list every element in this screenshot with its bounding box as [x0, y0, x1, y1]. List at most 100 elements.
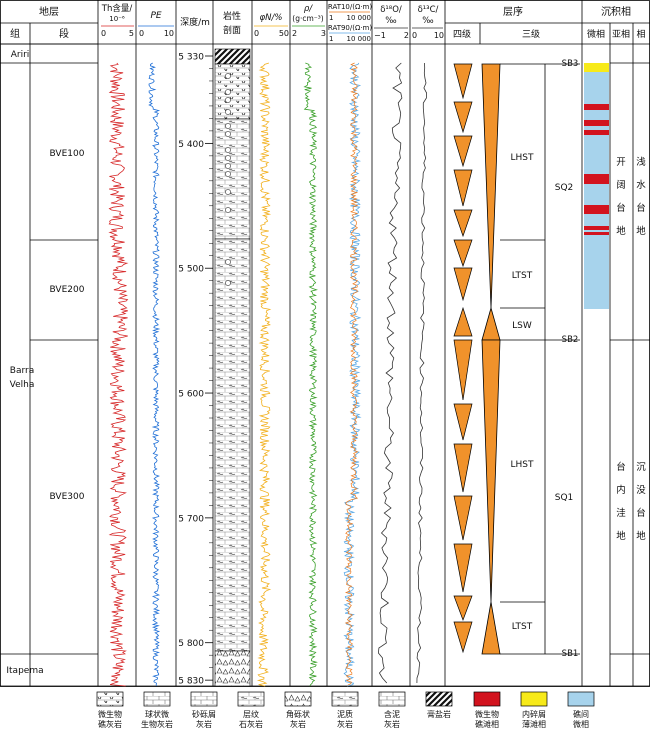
fourth-order-triangle — [453, 63, 473, 100]
rt90-max: 10 000 — [347, 35, 372, 43]
fourth-order-triangle — [453, 403, 473, 441]
legend-label: 微生物 — [98, 709, 122, 719]
formation-bve100: BVE100 — [50, 149, 85, 159]
phi-min: 0 — [254, 29, 259, 38]
legend-label: 含泥 — [384, 709, 400, 719]
rho-title-1: ρ/ — [304, 4, 313, 14]
th-max: 5 — [129, 29, 134, 38]
c13-max: 10 — [434, 31, 444, 40]
legend-label: 灰岩 — [337, 719, 353, 729]
o18-title-1: δ¹⁸O/ — [380, 5, 402, 15]
rt90-min: 1 — [329, 35, 333, 43]
c13-title-2: ‰ — [422, 16, 433, 26]
facies-char: 台 — [636, 202, 646, 214]
fourth-order-triangle — [453, 135, 473, 168]
rho-max: 3 — [321, 29, 326, 38]
pe-curve — [148, 62, 161, 687]
subfacies-char: 开 — [616, 157, 626, 168]
legend-swatch-spherulitic-limestone — [143, 691, 171, 707]
rho-title-2: (g·cm⁻³) — [292, 14, 323, 23]
group-itapema: Itapema — [6, 666, 43, 676]
group-column — [0, 62, 98, 655]
facies-char: 地 — [636, 530, 646, 542]
fourth-order-triangle — [453, 209, 473, 238]
th-title: Th含量/ — [101, 3, 133, 14]
legend-label: 膏盐岩 — [427, 709, 451, 719]
systems-tract-hst-lower: LHST — [511, 460, 534, 470]
o18-max: 2 — [404, 31, 409, 40]
fourth-order-triangle — [453, 267, 473, 302]
legend-label: 灰岩 — [384, 719, 400, 729]
spherulite-symbol — [225, 147, 231, 153]
spherulite-symbol — [225, 123, 231, 129]
c13-min: 0 — [412, 31, 417, 40]
depth-tick-label: 5 330 — [178, 53, 204, 63]
th-unit: 10⁻⁶ — [109, 15, 125, 23]
boundary-sb1: SB1 — [562, 649, 579, 659]
legend-label: 砂砾屑 — [192, 709, 216, 719]
legend-swatch-argillaceous-limestone — [331, 691, 359, 707]
density-curve — [303, 62, 318, 687]
legend: 微生物礁灰岩球状微生物灰岩砂砾屑灰岩层纹石灰岩角砾状灰岩泥质灰岩含泥灰岩膏盐岩微… — [96, 691, 595, 729]
header-formation: 段 — [59, 27, 69, 40]
phi-title: φN/% — [260, 13, 283, 23]
fourth-order-triangle — [453, 621, 473, 654]
third-order-sequences — [481, 63, 580, 655]
fourth-order-triangle — [453, 306, 473, 337]
pe-min: 0 — [139, 29, 144, 38]
systems-tract-hst-upper: LHST — [511, 153, 534, 163]
legend-swatch-microbial-limestone — [96, 691, 124, 707]
porosity-curve — [256, 62, 272, 687]
log-curves — [108, 62, 428, 687]
rt10-max: 10 000 — [347, 14, 372, 22]
boundary-sb3: SB3 — [562, 59, 579, 69]
spherulite-symbol — [225, 89, 231, 95]
subfacies-char: 洼 — [616, 507, 626, 519]
header-facies: 沉积相 — [601, 5, 631, 18]
facies-char: 水 — [636, 179, 646, 191]
fourth-order-triangle — [453, 101, 473, 134]
legend-label: 层纹 — [243, 709, 259, 719]
legend-label: 泥质 — [337, 709, 353, 719]
legend-label: 生物灰岩 — [141, 719, 173, 729]
header-sequence: 层序 — [503, 5, 523, 18]
group-ariri: Ariri — [11, 50, 30, 60]
legend-label: 礁滩相 — [475, 719, 499, 729]
spherulite-symbol — [225, 259, 231, 265]
legend-label: 内碎屑 — [522, 709, 546, 719]
legend-swatch-clastic-facies — [520, 691, 548, 707]
fourth-order-triangle — [453, 595, 473, 621]
legend-label: 微相 — [573, 719, 589, 729]
header-strata: 地层 — [39, 5, 59, 18]
legend-label: 礁间 — [573, 709, 589, 719]
subfacies-char: 地 — [616, 225, 626, 237]
table-frame — [0, 0, 650, 687]
o18-min: −1 — [374, 31, 386, 40]
header-fourth-order: 四级 — [453, 28, 471, 40]
legend-label: 灰岩 — [196, 719, 212, 729]
rt10-min: 1 — [329, 14, 333, 22]
legend-label: 灰岩 — [290, 719, 306, 729]
fourth-order-triangle — [453, 169, 473, 207]
rt10-curve — [344, 62, 359, 686]
legend-swatch-grainstone — [190, 691, 218, 707]
spherulite-symbol — [225, 109, 231, 115]
legend-label: 薄滩相 — [522, 719, 546, 729]
depth-title: 深度/m — [180, 16, 210, 28]
legend-label: 微生物 — [475, 709, 499, 719]
legend-swatch-brecciated-limestone — [284, 691, 312, 707]
spherulite-symbol — [225, 131, 231, 137]
phi-max: 50 — [279, 29, 289, 38]
header-facies-col: 相 — [636, 28, 645, 40]
depth-tick-label: 5 800 — [178, 639, 204, 649]
legend-label: 角砾状 — [286, 709, 310, 719]
spherulite-symbol — [225, 163, 231, 169]
sequence-sq2: SQ2 — [555, 183, 574, 193]
c13-curve — [416, 62, 428, 684]
group-barra-line2: Velha — [10, 380, 35, 390]
c13-title-1: δ¹³C/ — [418, 5, 439, 15]
pe-max: 10 — [164, 29, 174, 38]
legend-label: 礁灰岩 — [98, 719, 122, 729]
spherulite-symbol — [225, 73, 231, 79]
